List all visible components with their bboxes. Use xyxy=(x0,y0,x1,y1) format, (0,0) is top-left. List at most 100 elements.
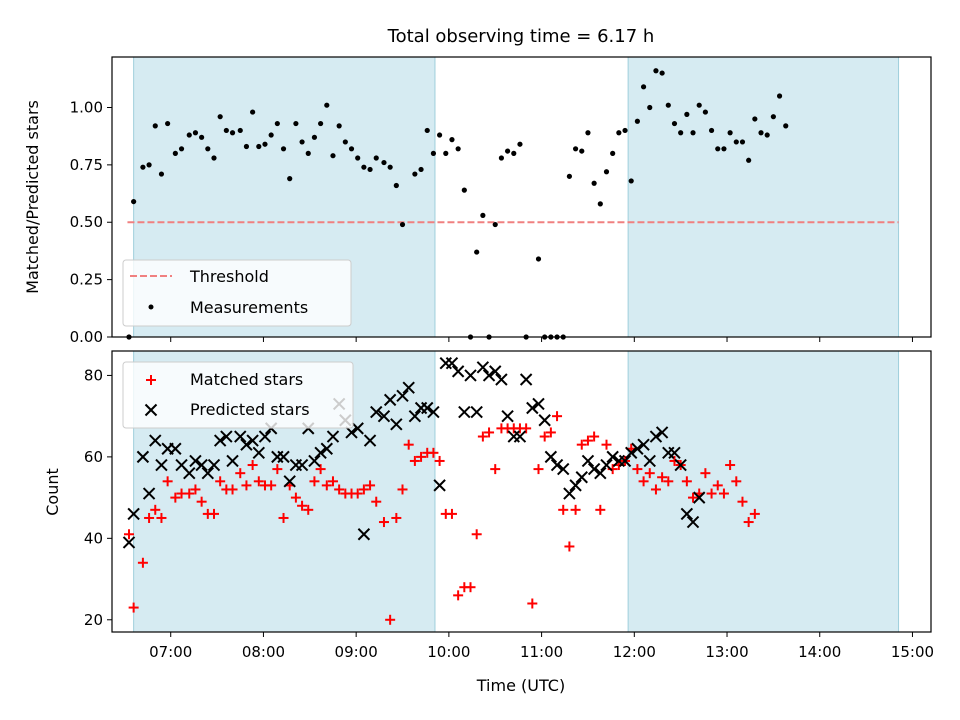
count-panel: 07:00 08:00 09:00 10:00 11:00 12:00 13:00 14:00… xyxy=(43,350,934,695)
matched-legend-swatch xyxy=(146,375,156,385)
x-tick-label-1500: 15:00 xyxy=(891,643,934,661)
matched-point-0 xyxy=(123,529,134,540)
predicted-point-55 xyxy=(470,405,483,419)
measurement-point-102 xyxy=(776,93,783,99)
measurement-point-44 xyxy=(412,171,418,177)
matched-point-54 xyxy=(465,582,476,593)
matched-point-24 xyxy=(278,512,289,523)
measurement-point-71 xyxy=(585,130,591,136)
matched-point-58 xyxy=(490,464,501,475)
matched-point-75 xyxy=(595,504,606,515)
measurement-point-50 xyxy=(449,137,455,143)
matched-point-92 xyxy=(700,468,711,479)
predicted-legend-swatch xyxy=(144,403,158,417)
measurement-point-91 xyxy=(708,127,715,134)
matched-point-28 xyxy=(303,504,314,515)
measurement-point-46 xyxy=(424,127,430,134)
measurement-point-8 xyxy=(178,146,185,152)
measurement-point-22 xyxy=(268,132,274,138)
y-tick-label-0: 0.00 xyxy=(70,328,103,346)
measurement-point-86 xyxy=(678,130,684,136)
measurement-point-40 xyxy=(381,159,387,166)
measurement-point-83 xyxy=(659,70,665,76)
measurement-point-16 xyxy=(229,130,236,136)
matched-point-52 xyxy=(453,590,464,601)
measurement-point-89 xyxy=(696,102,702,108)
predicted-point-0 xyxy=(122,536,136,549)
measurement-point-81 xyxy=(647,104,653,111)
measurement-point-49 xyxy=(443,150,449,156)
predicted-point-36 xyxy=(351,422,364,435)
matched-point-22 xyxy=(266,480,277,491)
predicted-point-29 xyxy=(308,454,321,468)
matched-point-31 xyxy=(321,480,332,491)
predicted-point-49 xyxy=(433,479,446,492)
matched-point-43 xyxy=(397,484,408,495)
predicted-point-21 xyxy=(258,430,272,443)
matched-point-36 xyxy=(352,488,363,499)
matched-point-26 xyxy=(290,492,301,503)
matched-point-16 xyxy=(227,484,238,495)
predicted-point-31 xyxy=(320,442,334,455)
measurement-point-42 xyxy=(393,182,399,189)
predicted-point-79 xyxy=(618,454,632,468)
matched-point-68 xyxy=(552,411,563,422)
measurement-point-38 xyxy=(367,166,373,173)
measurement-point-74 xyxy=(603,169,610,175)
measurement-point-51 xyxy=(455,146,461,152)
predicted-point-42 xyxy=(390,418,403,431)
measurement-point-87 xyxy=(684,111,690,117)
predicted-point-84 xyxy=(649,430,663,443)
predicted-point-58 xyxy=(489,365,502,378)
predicted-point-74 xyxy=(587,462,601,476)
y-tick-label-2: 60 xyxy=(84,448,103,466)
measurement-point-84 xyxy=(665,102,671,108)
measurement-point-37 xyxy=(361,164,367,170)
predicted-point-12 xyxy=(201,466,215,480)
matched-point-67 xyxy=(545,427,556,438)
predicted-point-63 xyxy=(519,373,533,386)
threshold-legend-label: Threshold xyxy=(189,267,269,286)
matched-point-73 xyxy=(582,435,593,446)
predicted-point-67 xyxy=(544,450,558,464)
predicted-point-38 xyxy=(363,434,377,447)
measurement-point-99 xyxy=(758,130,764,136)
predicted-point-64 xyxy=(526,401,539,415)
measurement-point-68 xyxy=(566,173,573,179)
matched-point-18 xyxy=(241,480,252,491)
predicted-point-9 xyxy=(183,466,196,480)
predicted-point-25 xyxy=(283,475,296,488)
count-plot-frame xyxy=(111,350,932,633)
matched-point-29 xyxy=(309,476,320,487)
measurement-point-19 xyxy=(250,109,256,115)
measurement-point-94 xyxy=(727,130,733,136)
matched-point-41 xyxy=(385,614,396,625)
measurement-point-20 xyxy=(256,143,262,150)
matched-point-84 xyxy=(650,484,661,495)
predicted-point-14 xyxy=(213,434,227,447)
matched-point-70 xyxy=(564,541,575,552)
matched-point-64 xyxy=(527,598,538,609)
predicted-point-82 xyxy=(637,438,650,451)
predicted-point-2 xyxy=(136,450,150,464)
measurement-point-97 xyxy=(746,157,752,163)
measurement-point-72 xyxy=(591,180,597,186)
x-tick-label-0900: 09:00 xyxy=(335,643,378,661)
matched-point-71 xyxy=(570,504,581,515)
matched-point-86 xyxy=(663,476,674,487)
x-tick-label-1000: 10:00 xyxy=(427,643,470,661)
predicted-point-76 xyxy=(600,458,613,472)
measurement-point-70 xyxy=(579,148,585,154)
matched-point-76 xyxy=(601,439,612,450)
measurement-point-54 xyxy=(474,249,480,255)
measurement-point-100 xyxy=(764,132,770,138)
measurement-point-45 xyxy=(418,166,424,173)
ratio-legend-box xyxy=(122,259,352,327)
predicted-point-80 xyxy=(625,446,638,460)
matched-point-56 xyxy=(477,431,488,442)
predicted-point-73 xyxy=(581,454,595,468)
x-tick-label-1200: 12:00 xyxy=(613,643,656,661)
measurement-point-21 xyxy=(262,141,268,147)
predicted-point-53 xyxy=(458,405,471,419)
matched-point-17 xyxy=(235,468,246,479)
